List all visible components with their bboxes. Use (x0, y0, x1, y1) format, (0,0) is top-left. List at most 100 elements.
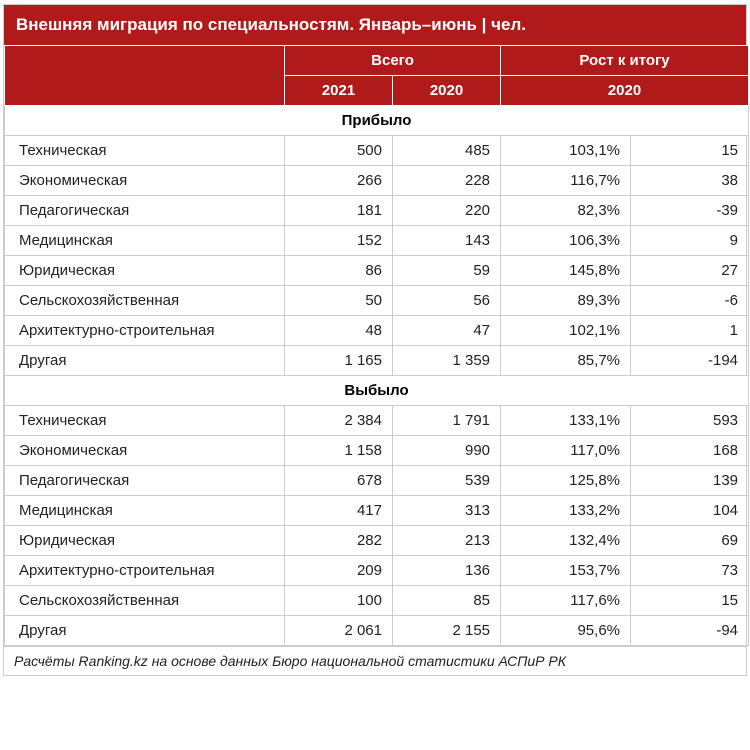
section-label: Выбыло (5, 376, 749, 406)
cell-2021: 48 (285, 316, 393, 346)
cell-2021: 417 (285, 496, 393, 526)
cell-2021: 209 (285, 556, 393, 586)
cell-diff: 139 (631, 466, 749, 496)
row-label: Медицинская (5, 226, 285, 256)
section-header: Прибыло (5, 106, 749, 136)
table-row: Техническая500485103,1%15 (5, 136, 749, 166)
cell-2021: 50 (285, 286, 393, 316)
table-row: Техническая2 3841 791133,1%593 (5, 406, 749, 436)
table-row: Другая1 1651 35985,7%-194 (5, 346, 749, 376)
cell-2021: 181 (285, 196, 393, 226)
table-row: Сельскохозяйственная10085117,6%15 (5, 586, 749, 616)
row-label: Педагогическая (5, 196, 285, 226)
table-row: Юридическая8659145,8%27 (5, 256, 749, 286)
cell-2020: 56 (393, 286, 501, 316)
row-label: Техническая (5, 406, 285, 436)
row-label: Экономическая (5, 166, 285, 196)
table-title: Внешняя миграция по специальностям. Янва… (4, 5, 746, 45)
row-label: Сельскохозяйственная (5, 586, 285, 616)
cell-2021: 86 (285, 256, 393, 286)
cell-2021: 152 (285, 226, 393, 256)
cell-diff: 104 (631, 496, 749, 526)
header-growth: Рост к итогу (501, 46, 749, 76)
row-label: Экономическая (5, 436, 285, 466)
cell-2021: 1 165 (285, 346, 393, 376)
cell-diff: 38 (631, 166, 749, 196)
cell-2021: 500 (285, 136, 393, 166)
table-row: Архитектурно-строительная209136153,7%73 (5, 556, 749, 586)
cell-diff: -94 (631, 616, 749, 646)
cell-2020: 47 (393, 316, 501, 346)
migration-table: Всего Рост к итогу 2021 2020 2020 Прибыл… (4, 45, 749, 646)
row-label: Сельскохозяйственная (5, 286, 285, 316)
section-label: Прибыло (5, 106, 749, 136)
cell-diff: 168 (631, 436, 749, 466)
cell-2020: 59 (393, 256, 501, 286)
cell-pct: 125,8% (501, 466, 631, 496)
header-growth-2020: 2020 (501, 76, 749, 106)
cell-pct: 103,1% (501, 136, 631, 166)
row-label: Юридическая (5, 256, 285, 286)
row-label: Архитектурно-строительная (5, 316, 285, 346)
header-total: Всего (285, 46, 501, 76)
cell-pct: 153,7% (501, 556, 631, 586)
header-2020: 2020 (393, 76, 501, 106)
table-row: Юридическая282213132,4%69 (5, 526, 749, 556)
table-row: Экономическая1 158990117,0%168 (5, 436, 749, 466)
cell-pct: 132,4% (501, 526, 631, 556)
cell-2020: 485 (393, 136, 501, 166)
table-row: Педагогическая18122082,3%-39 (5, 196, 749, 226)
cell-2021: 2 384 (285, 406, 393, 436)
cell-diff: 15 (631, 136, 749, 166)
cell-diff: 15 (631, 586, 749, 616)
migration-table-card: Внешняя миграция по специальностям. Янва… (3, 4, 747, 676)
cell-pct: 133,1% (501, 406, 631, 436)
header-empty (5, 46, 285, 106)
cell-diff: 593 (631, 406, 749, 436)
cell-diff: -194 (631, 346, 749, 376)
cell-pct: 116,7% (501, 166, 631, 196)
cell-2020: 136 (393, 556, 501, 586)
cell-diff: 1 (631, 316, 749, 346)
cell-pct: 102,1% (501, 316, 631, 346)
cell-2020: 228 (393, 166, 501, 196)
cell-2020: 1 359 (393, 346, 501, 376)
section-header: Выбыло (5, 376, 749, 406)
cell-pct: 106,3% (501, 226, 631, 256)
cell-pct: 145,8% (501, 256, 631, 286)
cell-2020: 990 (393, 436, 501, 466)
table-row: Сельскохозяйственная505689,3%-6 (5, 286, 749, 316)
table-head: Всего Рост к итогу 2021 2020 2020 (5, 46, 749, 106)
row-label: Техническая (5, 136, 285, 166)
cell-pct: 117,6% (501, 586, 631, 616)
cell-2020: 1 791 (393, 406, 501, 436)
cell-2021: 2 061 (285, 616, 393, 646)
cell-diff: -39 (631, 196, 749, 226)
header-2021: 2021 (285, 76, 393, 106)
cell-2020: 2 155 (393, 616, 501, 646)
cell-pct: 89,3% (501, 286, 631, 316)
row-label: Другая (5, 616, 285, 646)
cell-pct: 133,2% (501, 496, 631, 526)
table-row: Другая2 0612 15595,6%-94 (5, 616, 749, 646)
cell-diff: 69 (631, 526, 749, 556)
cell-2021: 266 (285, 166, 393, 196)
table-row: Архитектурно-строительная4847102,1%1 (5, 316, 749, 346)
cell-2021: 100 (285, 586, 393, 616)
row-label: Медицинская (5, 496, 285, 526)
cell-2021: 678 (285, 466, 393, 496)
cell-diff: -6 (631, 286, 749, 316)
cell-2020: 539 (393, 466, 501, 496)
cell-pct: 82,3% (501, 196, 631, 226)
cell-pct: 95,6% (501, 616, 631, 646)
table-row: Медицинская152143106,3%9 (5, 226, 749, 256)
table-footer: Расчёты Ranking.kz на основе данных Бюро… (4, 646, 746, 675)
table-row: Медицинская417313133,2%104 (5, 496, 749, 526)
cell-pct: 117,0% (501, 436, 631, 466)
cell-2020: 313 (393, 496, 501, 526)
cell-2020: 220 (393, 196, 501, 226)
row-label: Другая (5, 346, 285, 376)
table-body: ПрибылоТехническая500485103,1%15Экономич… (5, 106, 749, 646)
cell-pct: 85,7% (501, 346, 631, 376)
cell-2021: 1 158 (285, 436, 393, 466)
